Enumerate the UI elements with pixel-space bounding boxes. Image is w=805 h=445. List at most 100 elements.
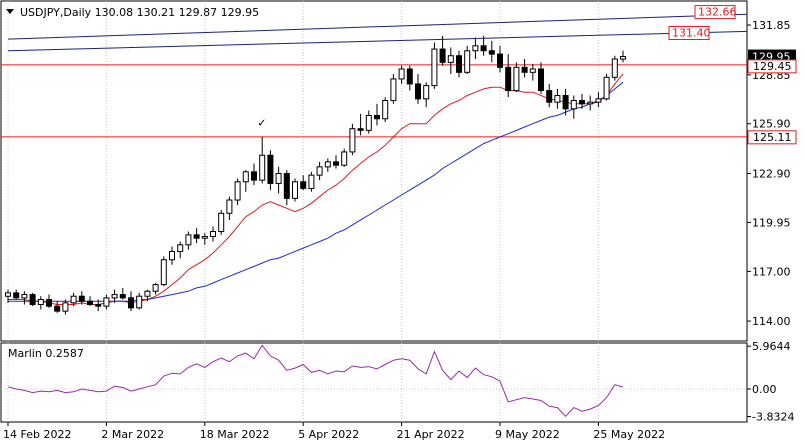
axes: 114.00117.00119.95122.90125.90128.85131.…: [3, 5, 797, 441]
candle-body: [37, 299, 44, 306]
candle: [218, 209, 225, 235]
candle-body: [579, 100, 585, 105]
candle: [480, 35, 487, 56]
candle-body: [70, 295, 77, 304]
candle-body: [316, 166, 323, 176]
candle: [201, 233, 208, 245]
oscillator-pane-frame: [0, 342, 748, 423]
moving-average-line-0: [8, 73, 624, 305]
moving-average-line-1: [8, 81, 624, 302]
candle-body: [341, 151, 348, 166]
candle-body: [390, 78, 397, 102]
x-tick-label: 2 Mar 2022: [101, 428, 164, 441]
candle-body: [152, 284, 159, 292]
candle: [103, 294, 110, 310]
candle-body: [46, 299, 52, 307]
y-tick-label: 119.95: [752, 216, 791, 229]
candle-body: [111, 294, 118, 299]
candle: [554, 88, 561, 109]
candle: [505, 54, 512, 98]
level-price-badge: [747, 130, 797, 145]
trend-channel-line-1[interactable]: [7, 28, 805, 52]
candle-body: [521, 66, 528, 73]
candle-body: [160, 259, 167, 286]
candle-body: [234, 181, 241, 201]
candle: [521, 59, 528, 78]
candle-body: [103, 297, 110, 307]
candle: [111, 289, 118, 303]
candle: [5, 289, 11, 303]
symbol-header: USDJPY,Daily 130.08 130.21 129.87 129.95: [20, 6, 259, 19]
candle: [259, 137, 266, 184]
candle: [546, 83, 553, 108]
main-pane-frame: [0, 0, 748, 342]
candle: [54, 301, 61, 313]
candle-body: [185, 234, 192, 246]
candle: [210, 226, 216, 242]
candle-body: [308, 174, 315, 189]
candle-body: [603, 76, 610, 100]
candle: [160, 256, 167, 287]
candle-body: [595, 98, 602, 103]
candle-body: [497, 53, 503, 68]
candle: [242, 170, 249, 192]
candle-body: [242, 171, 249, 183]
candle-body: [177, 244, 184, 252]
y-tick-label: 114.00: [752, 315, 791, 328]
candle: [29, 292, 36, 307]
candle: [538, 62, 544, 94]
candle-body: [538, 68, 544, 92]
candle: [357, 113, 364, 136]
candle-body: [472, 45, 479, 52]
candle-body: [54, 305, 61, 312]
candle: [21, 291, 28, 305]
candle-body: [218, 212, 225, 233]
check-marker-icon: ✓: [257, 117, 266, 130]
candle-body: [267, 154, 274, 184]
candle-body: [136, 295, 143, 309]
candle-body: [283, 172, 290, 199]
candle: [562, 88, 569, 116]
candle: [415, 73, 421, 104]
candle-body: [587, 101, 594, 105]
candle-body: [226, 199, 233, 214]
candle-body: [611, 58, 618, 78]
candle-body: [29, 294, 36, 306]
main-pane: ✓: [1, 1, 805, 341]
candle-body: [349, 128, 356, 153]
candle-body: [570, 100, 577, 110]
candle-body: [5, 292, 11, 297]
candle-body: [554, 95, 561, 103]
candle: [349, 123, 356, 156]
symbol-dropdown-triangle-icon[interactable]: [6, 9, 14, 14]
candle: [316, 161, 323, 181]
candle: [226, 196, 233, 220]
candle-body: [456, 55, 462, 73]
candle: [13, 289, 20, 300]
candle: [595, 92, 602, 108]
candle-body: [251, 171, 257, 181]
candle-body: [406, 68, 413, 85]
candle-body: [464, 50, 471, 73]
candle: [37, 296, 44, 310]
candle-body: [87, 300, 93, 306]
x-tick-label: 18 Mar 2022: [200, 428, 270, 441]
candle: [46, 294, 52, 308]
candle-body: [292, 181, 298, 199]
candle-body: [300, 181, 307, 189]
candle-body: [620, 56, 626, 60]
level-price-label: 129.45: [753, 60, 792, 73]
candle-body: [201, 236, 208, 239]
candle: [513, 62, 520, 93]
candle-body: [259, 154, 266, 181]
candle-body: [423, 85, 430, 100]
level-price-label: 125.11: [753, 131, 792, 144]
candle-body: [193, 234, 200, 239]
candle-body: [398, 68, 405, 80]
y-tick-label: 125.90: [752, 118, 791, 131]
trend-channel-line-0[interactable]: [7, 9, 805, 40]
candle-body: [415, 83, 421, 100]
candle: [423, 82, 430, 108]
candle: [275, 166, 282, 194]
